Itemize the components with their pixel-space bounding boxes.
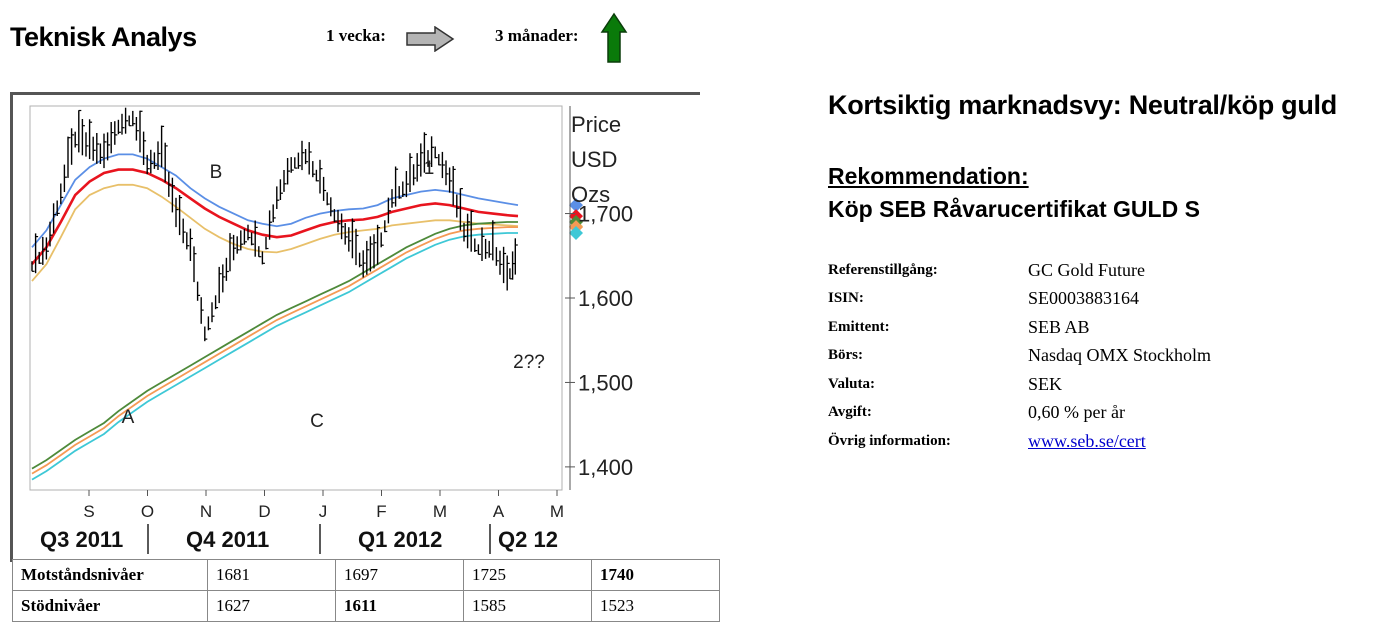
info-row: Emittent: SEB AB [828, 313, 1211, 342]
x-tick-label: N [200, 502, 212, 521]
support-level: 1627 [207, 590, 336, 622]
ma_blue-marker [569, 198, 583, 213]
info-key: ISIN: [828, 290, 864, 307]
info-value: SE0003883164 [1028, 288, 1140, 309]
info-value: SEK [1028, 373, 1063, 394]
y-tick-label: 1,700 [578, 202, 633, 227]
support-level: 1611 [335, 590, 464, 622]
resistance-level: 1681 [207, 559, 336, 591]
ma_orange-line [31, 226, 518, 475]
quarter-label: Q3 2011 [40, 527, 123, 552]
x-tick-label: M [550, 502, 564, 521]
support-level: 1585 [463, 590, 592, 622]
ma_green-line [31, 221, 518, 470]
info-key: Övrig information: [828, 432, 951, 449]
cert-link[interactable]: www.seb.se/cert [1028, 430, 1146, 451]
y-axis-label: Price [571, 112, 621, 137]
y-axis-label: Ozs [571, 182, 610, 207]
info-row: Börs: Nasdaq OMX Stockholm [828, 342, 1211, 371]
info-key: Emittent: [828, 318, 890, 335]
support-row: Stödnivåer 1627 1611 1585 1523 [12, 590, 720, 622]
ma_red-line [31, 168, 519, 266]
info-value: Nasdaq OMX Stockholm [1028, 345, 1211, 366]
info-key: Referenstillgång: [828, 261, 938, 278]
x-tick-label: S [83, 502, 94, 521]
info-row: Valuta: SEK [828, 370, 1211, 399]
quarter-label: Q1 2012 [358, 527, 442, 552]
trend-week-label: 1 vecka: [326, 26, 386, 45]
x-tick-label: F [376, 502, 386, 521]
chart-annotation: 1 [424, 158, 435, 179]
info-value: GC Gold Future [1028, 259, 1145, 280]
info-row: ISIN: SE0003883164 [828, 285, 1211, 314]
x-tick-label: J [319, 502, 328, 521]
recommendation-text: Köp SEB Råvarucertifikat GULD S [828, 196, 1200, 222]
chart-frame-left [10, 92, 13, 562]
chart-annotation: C [310, 411, 324, 432]
chart-annotation: A [122, 407, 135, 428]
ma_cyan-marker [569, 225, 583, 240]
y-axis-label: USD [571, 147, 617, 172]
ma_cyan-line [31, 232, 518, 481]
info-key: Valuta: [828, 375, 875, 392]
info-value: 0,60 % per år [1028, 402, 1125, 423]
page-title: Teknisk Analys [10, 22, 197, 52]
instrument-info: Referenstillgång: GC Gold Future ISIN: S… [828, 256, 1211, 456]
x-tick-label: M [433, 502, 447, 521]
resistance-row: Motståndsnivåer 1681 1697 1725 1740 [12, 559, 720, 591]
x-tick-label: D [258, 502, 270, 521]
y-tick-label: 1,400 [578, 455, 633, 480]
info-row: Övrig information: www.seb.se/cert [828, 427, 1211, 456]
trend-month-label: 3 månader: [495, 26, 579, 45]
info-row: Avgift: 0,60 % per år [828, 399, 1211, 428]
ma_blue-line [31, 153, 519, 248]
price-chart: 1,400 1,500 1,600 1,700 Price USD Ozs S O N D J F M… [10, 92, 700, 562]
chart-frame-top [10, 92, 700, 95]
info-key: Börs: [828, 347, 863, 364]
y-tick-label: 1,600 [578, 286, 633, 311]
info-row: Referenstillgång: GC Gold Future [828, 256, 1211, 285]
resistance-level: 1697 [335, 559, 464, 591]
market-view-title: Kortsiktig marknadsvy: Neutral/köp guld [828, 90, 1337, 120]
ma_yellow-line [31, 183, 519, 282]
y-tick-label: 1,500 [578, 370, 633, 395]
resistance-label: Motståndsnivåer [12, 559, 208, 591]
chart-annotation: 2?? [513, 352, 545, 373]
chart-svg: 1,400 1,500 1,600 1,700 Price USD Ozs S O N D J F M… [10, 92, 700, 562]
quarter-label: Q4 2011 [186, 527, 269, 552]
support-level: 1523 [591, 590, 720, 622]
arrow-right-icon [406, 26, 455, 52]
plot-area [29, 105, 563, 491]
x-tick-label: O [141, 502, 154, 521]
info-key: Avgift: [828, 404, 872, 421]
x-tick-label: A [493, 502, 505, 521]
resistance-level: 1740 [591, 559, 720, 591]
support-label: Stödnivåer [12, 590, 208, 622]
recommendation-heading: Rekommendation: [828, 163, 1029, 189]
arrow-up-icon [600, 12, 628, 63]
resistance-level: 1725 [463, 559, 592, 591]
chart-annotation: B [210, 162, 223, 183]
levels-table: Motståndsnivåer 1681 1697 1725 1740 Stöd… [12, 559, 720, 622]
quarter-label: Q2 12 [498, 527, 558, 552]
info-value: SEB AB [1028, 316, 1090, 337]
